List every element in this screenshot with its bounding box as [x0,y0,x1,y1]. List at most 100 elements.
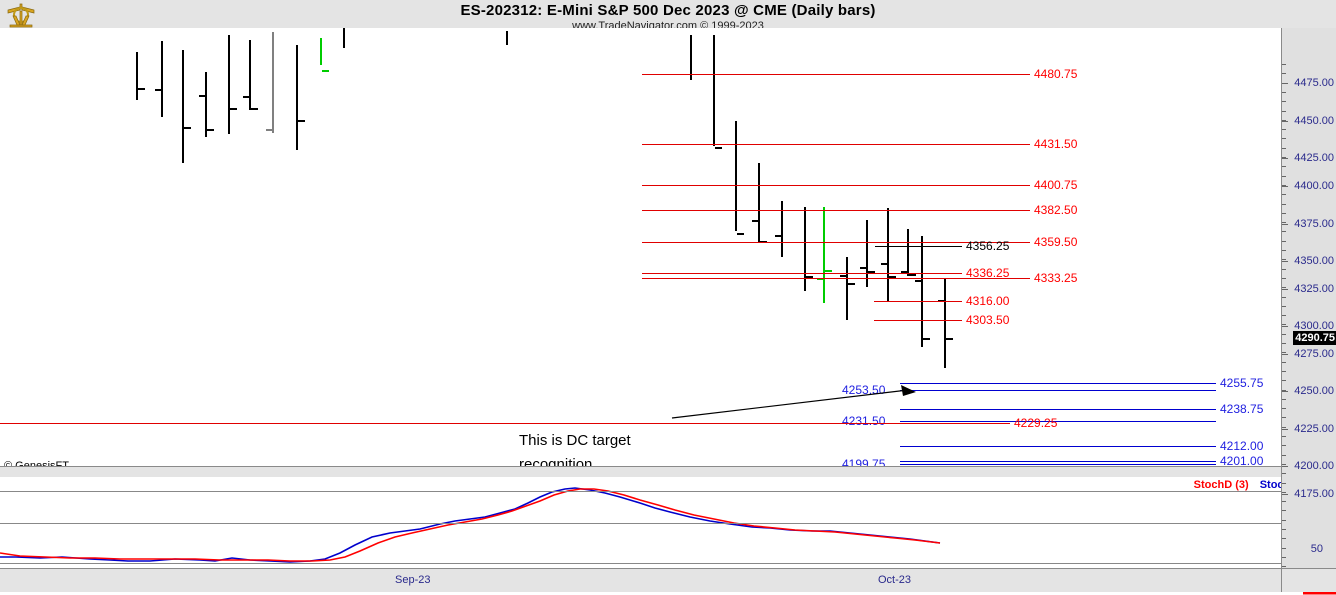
ohlc-open-tick [840,275,847,278]
price-axis-minor-tick [1282,501,1286,503]
indicator-gridline-top [0,491,1281,492]
ohlc-open-tick [155,89,162,92]
price-axis-minor-tick [1282,482,1286,484]
price-level-line[interactable] [642,74,1030,75]
ohlc-bar[interactable] [205,72,207,137]
price-axis-minor-tick [1282,538,1286,540]
price-level-line[interactable] [874,320,962,321]
price-level-label[interactable]: 4336.25 [966,266,1010,280]
price-level-label[interactable]: 4480.75 [1034,67,1078,81]
ohlc-bar[interactable] [823,207,825,303]
price-axis-minor-tick [1282,184,1286,186]
price-level-label[interactable]: 4201.00 [1220,454,1264,466]
price-level-label[interactable]: 4316.00 [966,294,1010,308]
ohlc-bar[interactable] [907,229,909,277]
ohlc-close-tick [909,273,916,276]
price-axis-tick [1282,289,1288,290]
ohlc-open-tick [266,128,273,131]
price-axis-minor-tick [1282,73,1286,75]
ohlc-close-tick [251,107,258,110]
price-axis-label: 4175.00 [1294,488,1334,500]
ohlc-bar[interactable] [781,200,783,257]
price-axis-label: 4350.00 [1294,255,1334,267]
price-axis-minor-tick [1282,129,1286,131]
price-level-label[interactable]: 4431.50 [1034,137,1078,151]
ohlc-bar[interactable] [713,34,715,146]
stochastic-line [0,488,941,562]
date-axis-label: Sep-23 [395,574,431,586]
ohlc-bar[interactable] [758,162,760,243]
price-level-line[interactable] [900,421,1216,422]
stochastic-pane[interactable] [0,477,1281,568]
ohlc-bar[interactable] [161,41,163,117]
price-axis-minor-tick [1282,240,1286,242]
price-axis-minor-tick [1282,194,1286,196]
ohlc-bar[interactable] [944,279,946,368]
price-level-label[interactable]: 4382.50 [1034,203,1078,217]
price-level-line[interactable] [0,423,1010,424]
price-axis-minor-tick [1282,231,1286,233]
price-level-label[interactable]: 4359.50 [1034,235,1078,249]
price-level-line[interactable] [900,409,1216,410]
price-level-line[interactable] [900,383,1216,384]
price-level-label[interactable]: 4255.75 [1220,376,1264,390]
ohlc-bar[interactable] [921,235,923,347]
ohlc-bar[interactable] [249,39,251,111]
price-level-label[interactable]: 4238.75 [1220,402,1264,416]
price-level-line[interactable] [900,390,1216,391]
ohlc-bar[interactable] [320,38,322,65]
price-level-label[interactable]: 4229.25 [1014,416,1058,430]
price-axis-minor-tick [1282,212,1286,214]
price-level-label[interactable]: 4303.50 [966,313,1010,327]
price-pane[interactable]: 4480.75 4431.50 4400.75 4382.50 4359.50 4356.… [0,28,1281,466]
price-level-line[interactable] [900,446,1216,447]
ohlc-bar[interactable] [506,30,508,45]
ohlc-open-tick [915,280,922,283]
price-axis-minor-tick [1282,473,1286,475]
ohlc-bar[interactable] [804,207,806,291]
price-level-label[interactable]: 4356.25 [966,239,1010,253]
price-level-line[interactable] [642,144,1030,145]
price-level-label[interactable]: 4400.75 [1034,178,1078,192]
ohlc-bar[interactable] [866,220,868,287]
price-axis-label: 4275.00 [1294,348,1334,360]
ohlc-close-tick [322,69,329,72]
date-axis[interactable]: Sep-23 Oct-23 [0,568,1281,592]
price-level-line[interactable] [900,464,1216,465]
price-level-line[interactable] [642,242,1030,243]
price-axis-tick [1282,326,1288,327]
ohlc-bar[interactable] [136,51,138,100]
price-level-label[interactable]: 4199.75 [842,457,886,466]
ohlc-bar[interactable] [690,34,692,81]
ohlc-bar[interactable] [228,34,230,134]
ohlc-bar[interactable] [887,208,889,302]
price-axis-tick [1282,158,1288,159]
price-axis-minor-tick [1282,333,1286,335]
price-axis-minor-tick [1282,175,1286,177]
ohlc-bar[interactable] [296,44,298,150]
ohlc-bar[interactable] [343,28,345,48]
ohlc-close-tick [138,88,145,91]
price-level-label[interactable]: 4333.25 [1034,271,1078,285]
ohlc-bar[interactable] [735,120,737,231]
price-level-line[interactable] [642,210,1030,211]
price-level-line[interactable] [642,278,1030,279]
price-axis-minor-tick [1282,138,1286,140]
price-level-label[interactable]: 4231.50 [842,414,886,428]
price-axis-minor-tick [1282,380,1286,382]
ohlc-close-tick [946,337,953,340]
ohlc-bar[interactable] [846,256,848,320]
price-level-line[interactable] [874,301,962,302]
price-level-line[interactable] [642,273,962,274]
price-level-line[interactable] [875,246,962,247]
price-axis-label: 4325.00 [1294,283,1334,295]
price-level-label[interactable]: 4212.00 [1220,439,1264,453]
price-level-line[interactable] [642,185,1030,186]
price-axis-minor-tick [1282,529,1286,530]
annotation-line-1: This is DC target [519,432,631,449]
ohlc-bar[interactable] [182,50,184,163]
price-level-line[interactable] [900,461,1216,462]
price-axis[interactable]: 4475.00 4450.00 4425.00 4400.00 4375.00 4350.… [1281,28,1336,595]
ohlc-bar[interactable] [272,31,274,133]
